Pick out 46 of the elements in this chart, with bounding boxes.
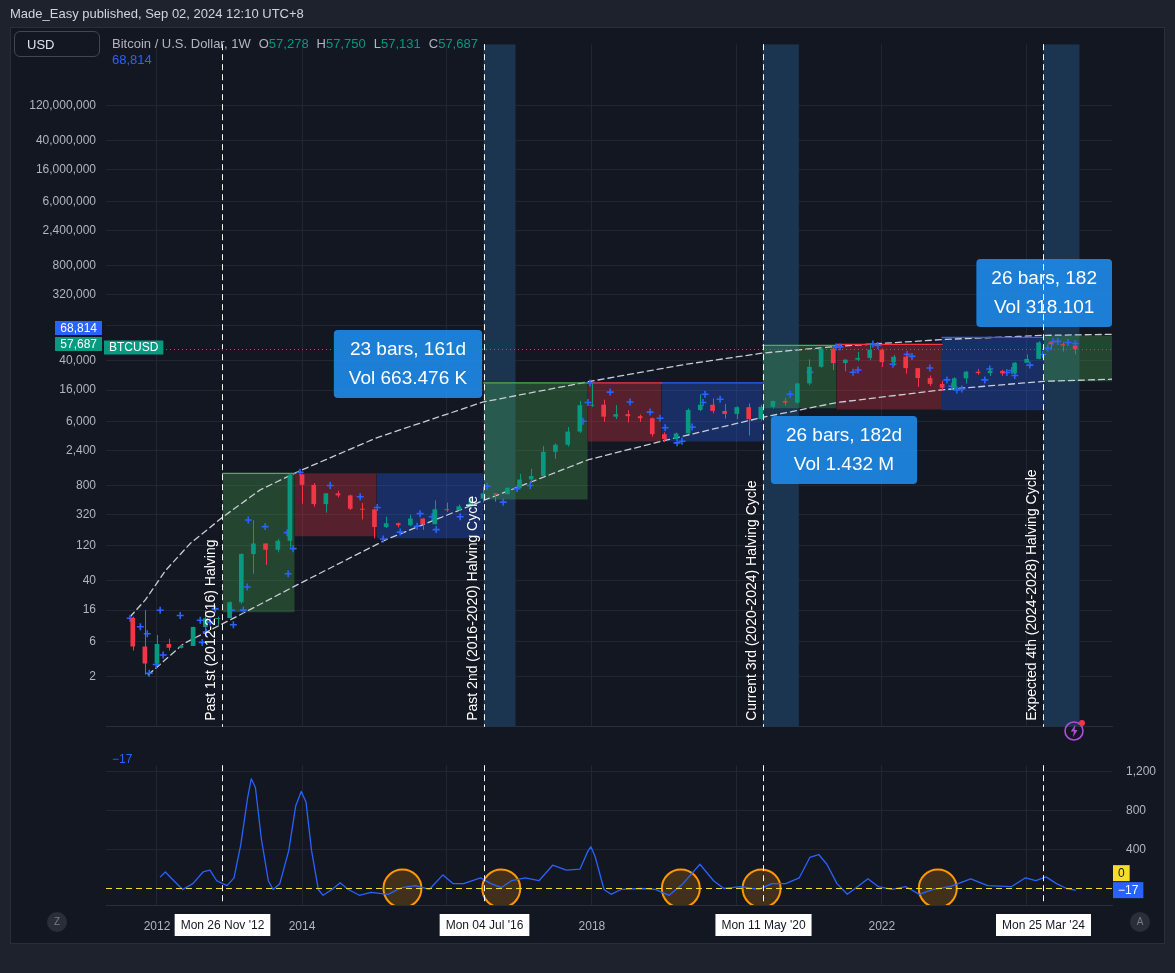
annotation: 26 bars, 182d Vol 1.432 M	[785, 423, 903, 474]
text: 57,687	[55, 337, 102, 351]
y-tick-label: 2	[89, 668, 97, 683]
y-tick-label: 120,000,000	[29, 98, 97, 113]
ref-line-label: 0	[1117, 865, 1125, 880]
y-tick-label: 16,000,000	[35, 162, 97, 177]
text: Made_Easy published, Sep 02, 2024 12:10 UTC+8	[10, 6, 304, 21]
y-tick-label: 800,000	[52, 257, 97, 272]
annotation: 68,814	[112, 52, 152, 67]
y-tick-label: 6	[89, 633, 97, 648]
y-tick-label: 800	[1126, 803, 1147, 818]
x-tick-label: 2022	[868, 918, 896, 933]
ref-line-label: Past 1st (2012-2016) Halving	[202, 539, 219, 721]
y-tick-label: 2,400,000	[42, 222, 97, 237]
ref-line-label: Mon 11 May '20	[721, 917, 806, 932]
ref-line-label: Expected 4th (2024-2028) Halving Cycle	[1023, 469, 1040, 721]
text: 68,814	[55, 321, 102, 335]
y-tick-label: 16,000	[59, 382, 97, 397]
y-tick-label: 40,000,000	[35, 133, 97, 148]
annotation: −17	[112, 752, 133, 766]
y-tick-label: 320	[75, 506, 97, 521]
ref-line-label: Mon 25 Mar '24	[1002, 917, 1086, 932]
annotation: O57,278 H57,750 L57,131 C57,687	[258, 36, 478, 51]
ref-line-label: Current 3rd (2020-2024) Halving Cycle	[743, 480, 760, 721]
y-tick-label: 6,000,000	[42, 193, 97, 208]
ref-line-label: Past 2nd (2016-2020) Halving Cycle	[464, 495, 481, 721]
annotation: 23 bars, 161d Vol 663.476 K	[348, 337, 468, 388]
x-tick-label: 2018	[578, 918, 606, 933]
y-tick-label: 320,000	[52, 286, 97, 301]
ref-line-label: BTCUSD	[109, 340, 159, 355]
x-tick-label: 2012	[143, 918, 171, 933]
y-tick-label: 40,000	[59, 353, 97, 368]
y-tick-label: 40	[82, 573, 97, 588]
y-tick-label: 16	[82, 602, 97, 617]
y-tick-label: 2,400	[65, 442, 97, 457]
y-tick-label: 800	[75, 477, 97, 492]
y-tick-label: 1,200	[1126, 764, 1157, 779]
ref-line-label: Mon 26 Nov '12	[180, 917, 265, 932]
y-tick-label: 6,000	[65, 413, 97, 428]
x-tick-label: 2014	[288, 918, 316, 933]
annotation: 26 bars, 182 Vol 318.101	[991, 266, 1097, 317]
chart-title: Bitcoin / U.S. Dollar, 1W	[112, 36, 251, 51]
y-tick-label: 400	[1126, 841, 1147, 856]
annotation: −17	[1118, 882, 1139, 897]
y-tick-label: 120	[75, 538, 97, 553]
ref-line-label: Mon 04 Jul '16	[445, 917, 524, 932]
